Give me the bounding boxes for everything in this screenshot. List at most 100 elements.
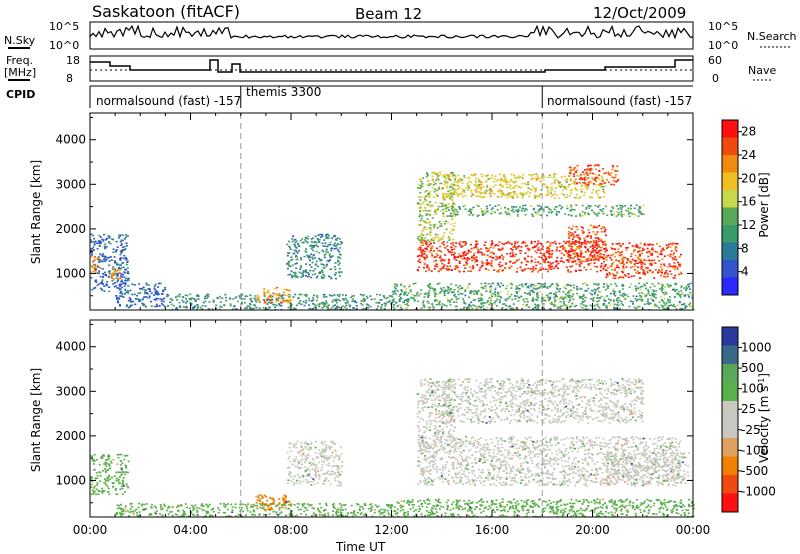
power-echo-cell <box>603 226 606 229</box>
power-echo-cell <box>588 231 591 234</box>
power-echo-cell <box>426 233 429 236</box>
power-echo-cell <box>547 246 550 249</box>
velocity-echo-cell <box>125 467 128 469</box>
velocity-echo-cell <box>339 514 342 516</box>
power-echo-cell <box>580 243 583 246</box>
power-echo-cell <box>296 276 299 278</box>
power-echo-cell <box>584 241 587 243</box>
power-echo-cell <box>485 262 488 265</box>
power-echo-cell <box>468 250 471 252</box>
power-echo-cell <box>117 287 120 289</box>
power-echo-cell <box>300 266 303 268</box>
power-echo-cell <box>588 255 591 257</box>
velocity-echo-cell <box>121 471 124 473</box>
power-echo-cell <box>598 184 601 186</box>
power-echo-cell <box>325 265 328 267</box>
velocity-echo-cell <box>151 503 154 506</box>
power-echo-cell <box>419 235 422 238</box>
power-echo-cell <box>527 183 530 186</box>
power-echo-cell <box>674 242 677 245</box>
velocity-echo-cell <box>174 513 177 515</box>
power-echo-cell <box>521 242 523 244</box>
power-echo-cell <box>422 228 425 231</box>
power-echo-cell <box>595 242 598 245</box>
power-echo-cell <box>474 246 477 248</box>
power-echo-cell <box>439 222 442 225</box>
power-echo-cell <box>581 229 584 232</box>
power-echo-cell <box>622 304 624 306</box>
power-echo-cell <box>428 184 431 187</box>
power-echo-cell <box>323 303 326 305</box>
power-echo-cell <box>406 307 408 309</box>
power-echo-cell <box>175 307 178 310</box>
power-echo-cell <box>639 277 642 279</box>
power-echo-cell <box>635 271 637 274</box>
power-echo-cell <box>527 173 530 176</box>
power-echo-cell <box>245 307 248 309</box>
power-echo-cell <box>419 214 421 216</box>
power-echo-cell <box>587 229 590 231</box>
power-echo-cell <box>548 256 551 258</box>
power-echo-cell <box>565 293 567 296</box>
power-echo-cell <box>312 308 314 310</box>
power-echo-cell <box>449 265 452 267</box>
power-echo-cell <box>611 264 614 267</box>
velocity-echo-cell <box>285 501 288 503</box>
power-echo-cell <box>506 253 508 255</box>
power-echo-cell <box>572 241 575 244</box>
velocity-echo-cell <box>253 510 255 513</box>
velocity-echo-cell <box>364 513 367 515</box>
power-echo-cell <box>602 286 605 288</box>
power-echo-cell <box>453 203 456 206</box>
power-echo-cell <box>279 304 281 307</box>
power-echo-cell <box>448 289 451 291</box>
power-echo-cell <box>595 180 598 183</box>
velocity-echo-cell <box>352 511 355 514</box>
power-echo-cell <box>555 213 558 216</box>
velocity-echo-cell <box>98 471 101 473</box>
power-echo-cell <box>597 240 600 243</box>
power-echo-cell <box>452 183 455 186</box>
velocity-echo-cell <box>105 471 107 473</box>
power-echo-cell <box>562 286 565 289</box>
power-echo-cell <box>439 225 442 227</box>
velocity-echo-cell <box>107 457 110 460</box>
power-echo-cell <box>453 248 456 250</box>
power-echo-cell <box>311 245 314 247</box>
velocity-echo-cell <box>246 509 249 512</box>
velocity-echo-cell <box>231 511 234 513</box>
power-echo-cell <box>554 179 556 181</box>
power-echo-cell <box>281 301 283 304</box>
power-echo-cell <box>674 266 677 268</box>
power-echo-cell <box>364 307 367 310</box>
power-echo-cell <box>97 240 100 243</box>
power-echo-cell <box>123 249 126 251</box>
power-echo-cell <box>459 208 462 210</box>
power-echo-cell <box>490 192 493 194</box>
power-echo-cell <box>279 297 282 300</box>
power-echo-cell <box>519 249 521 252</box>
power-echo-cell <box>651 254 653 256</box>
velocity-echo-cell <box>106 476 109 479</box>
power-echo-cell <box>127 292 130 295</box>
power-echo-cell <box>664 291 667 293</box>
power-echo-cell <box>141 288 144 291</box>
power-echo-cell <box>281 298 284 301</box>
power-echo-cell <box>624 256 627 259</box>
power-echo-cell <box>325 248 328 251</box>
power-echo-cell <box>434 292 437 294</box>
power-echo-cell <box>377 302 380 304</box>
power-echo-cell <box>641 297 644 300</box>
power-echo-cell <box>200 308 203 310</box>
power-echo-cell <box>604 263 607 266</box>
power-echo-cell <box>266 299 269 301</box>
power-echo-cell <box>614 174 617 176</box>
power-echo-cell <box>497 271 500 273</box>
power-echo-cell <box>338 306 341 309</box>
power-echo-cell <box>554 294 557 296</box>
power-echo-cell <box>481 196 484 198</box>
power-echo-cell <box>426 265 429 268</box>
power-echo-cell <box>473 293 476 295</box>
power-echo-cell <box>287 262 290 264</box>
power-echo-cell <box>93 259 96 261</box>
